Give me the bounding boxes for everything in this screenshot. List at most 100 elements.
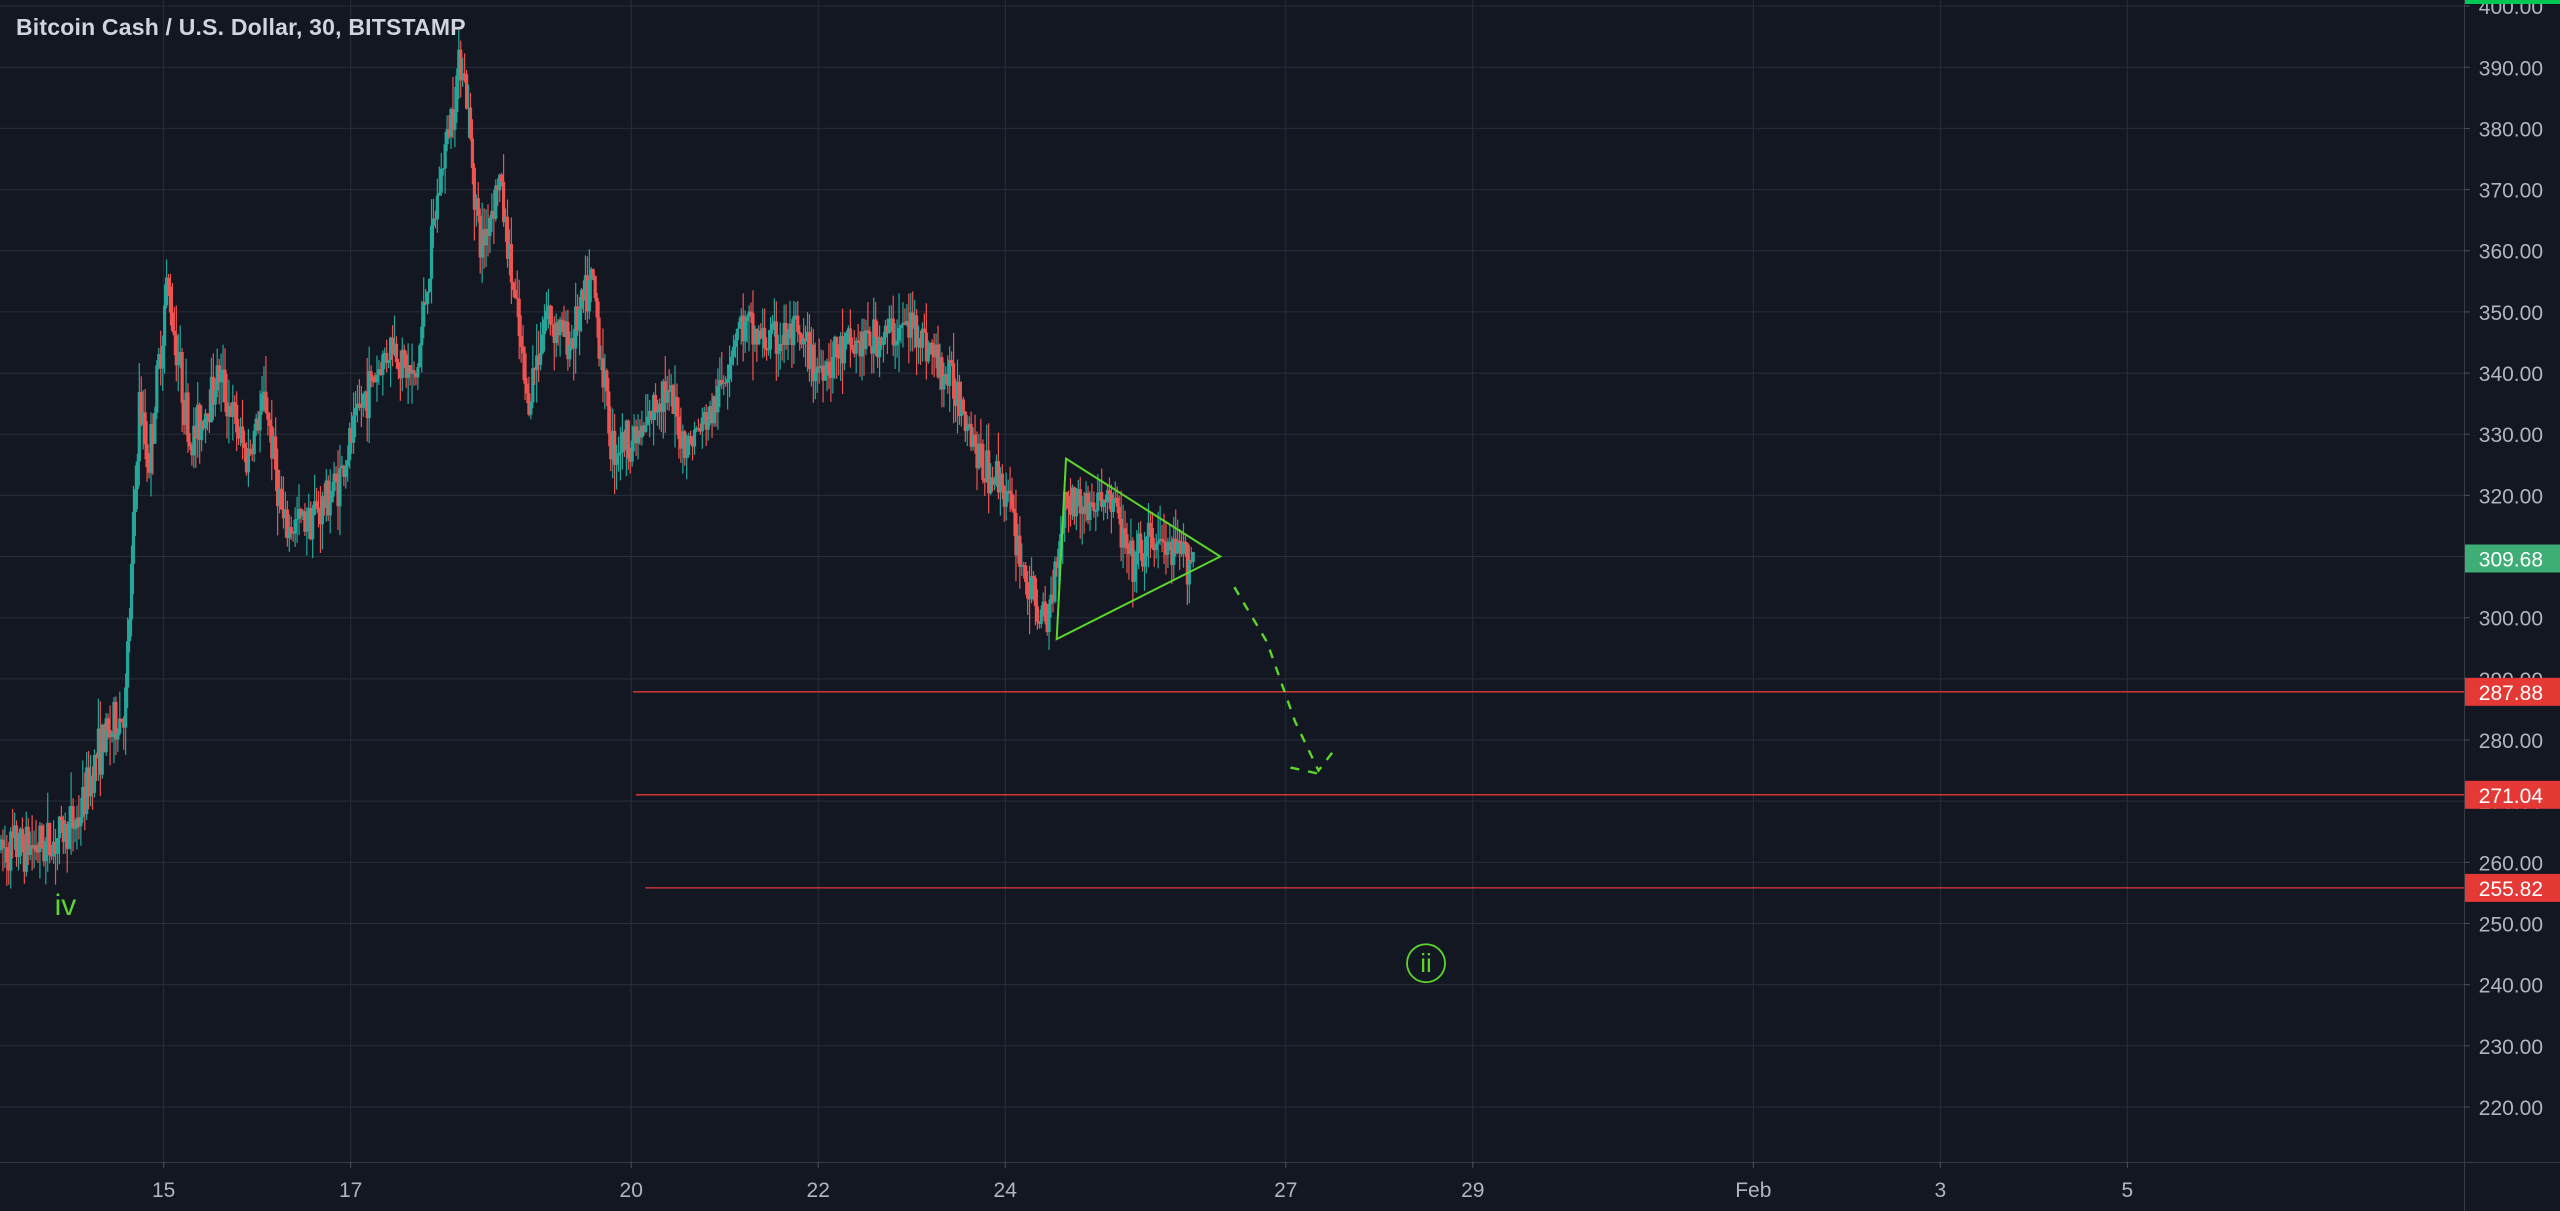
candle-body: [32, 845, 36, 849]
candle-body: [196, 404, 200, 439]
candle-body: [1098, 492, 1102, 494]
triangle-pattern[interactable]: [1055, 456, 1223, 641]
candle-body: [1012, 508, 1016, 513]
candle-body: [862, 331, 866, 350]
candle-body: [570, 338, 574, 346]
candle-body: [383, 353, 387, 355]
wave-label-ii[interactable]: ii: [1420, 948, 1432, 978]
candle-body: [30, 845, 34, 849]
candle-body: [521, 346, 525, 354]
candle-body: [133, 489, 137, 513]
candle-body: [392, 343, 397, 355]
candle-body: [546, 305, 550, 311]
candle-body: [1123, 528, 1127, 535]
candle-body: [326, 480, 330, 516]
candle-body: [1107, 490, 1112, 494]
candle-body: [225, 402, 229, 417]
candle-body: [952, 363, 956, 399]
candle-body: [182, 402, 186, 426]
projected-path[interactable]: [1233, 586, 1339, 773]
candle-body: [825, 361, 829, 376]
candle-body: [429, 225, 434, 279]
candle-body: [252, 430, 256, 455]
candle-body: [256, 418, 260, 431]
candle-body: [685, 454, 689, 458]
grid-lines: [0, 0, 2464, 1162]
candle-body: [420, 326, 424, 346]
candle-body: [1068, 508, 1073, 515]
candle-body: [585, 275, 589, 312]
candle-body: [26, 826, 30, 855]
candle-body: [609, 433, 613, 460]
candle-body: [353, 407, 358, 416]
candle-body: [223, 369, 227, 403]
candle-body: [73, 828, 77, 830]
projected-path[interactable]: [1290, 766, 1319, 775]
time-tick-label: 29: [1461, 1179, 1484, 1202]
candle-body: [272, 436, 276, 459]
time-tick-label: 20: [620, 1179, 643, 1202]
candle-body: [827, 361, 831, 373]
candle-body: [124, 687, 128, 728]
candle-body: [1158, 538, 1162, 542]
candle-body: [677, 416, 681, 440]
candle-body: [876, 336, 880, 358]
candle-body: [866, 330, 870, 332]
candle-body: [108, 730, 112, 738]
candle-body: [166, 277, 171, 287]
candle-body: [778, 343, 782, 352]
candle-body: [277, 488, 282, 507]
candle-body: [877, 337, 882, 358]
candle-body: [914, 315, 919, 348]
candle-body: [537, 355, 541, 365]
candle-body: [860, 331, 864, 357]
candle-body: [488, 218, 492, 237]
candle-body: [1029, 576, 1034, 600]
time-tick-label: Feb: [1735, 1179, 1771, 1202]
candle-body: [581, 289, 586, 301]
candle-body: [235, 404, 239, 433]
drawing-annotations[interactable]: iv ii: [55, 456, 1446, 984]
candle-body: [342, 465, 346, 477]
candle-body: [539, 353, 543, 365]
candle-body: [614, 455, 619, 465]
candle-body: [708, 406, 712, 421]
candle-body: [274, 436, 278, 470]
candle-body: [776, 351, 780, 354]
candle-body: [1160, 538, 1164, 541]
level-price-badge-label: 255.82: [2479, 878, 2543, 901]
candle-body: [433, 218, 438, 220]
candle-body: [375, 374, 379, 383]
candle-body: [768, 329, 773, 350]
candle-body: [850, 344, 854, 350]
candle-body: [712, 396, 716, 424]
candle-body: [969, 423, 973, 447]
candle-body: [468, 107, 473, 139]
candle-body: [307, 507, 311, 528]
candle-body: [472, 167, 476, 210]
candle-body: [802, 338, 806, 345]
candle-body: [883, 325, 888, 338]
price-axis-area[interactable]: [2464, 0, 2560, 1211]
time-axis-area[interactable]: [0, 1162, 2560, 1211]
candle-body: [689, 435, 693, 444]
candle-body: [1148, 522, 1152, 528]
wave-label-iv[interactable]: iv: [55, 889, 77, 922]
horizontal-levels[interactable]: [633, 691, 2464, 889]
candle-body: [426, 291, 430, 305]
candle-body: [920, 328, 925, 348]
candle-body: [1080, 506, 1084, 514]
candle-body: [1105, 490, 1110, 503]
candle-body: [603, 370, 607, 388]
candle-body: [874, 319, 878, 337]
candle-body: [891, 318, 895, 345]
candle-body: [724, 382, 728, 384]
wave-label-circle[interactable]: [1406, 943, 1446, 984]
candle-body: [87, 767, 91, 797]
price-tick-label: 250.00: [2479, 913, 2543, 936]
candle-body: [948, 360, 952, 386]
candle-body: [706, 420, 710, 430]
